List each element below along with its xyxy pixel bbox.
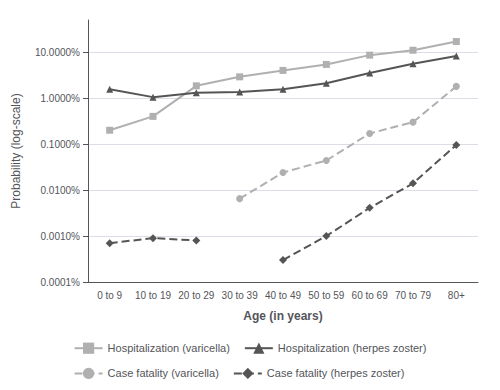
svg-text:20 to 29: 20 to 29 — [178, 290, 215, 301]
svg-text:30 to 39: 30 to 39 — [222, 290, 259, 301]
svg-text:Hospitalization (herpes zoster: Hospitalization (herpes zoster) — [278, 342, 427, 354]
svg-text:0.0010%: 0.0010% — [41, 231, 81, 242]
svg-text:1.0000%: 1.0000% — [41, 93, 81, 104]
svg-text:40 to 49: 40 to 49 — [265, 290, 302, 301]
svg-text:Hospitalization (varicella): Hospitalization (varicella) — [108, 342, 230, 354]
svg-text:Case fatality (herpes zoster): Case fatality (herpes zoster) — [267, 367, 405, 379]
svg-text:Age (in years): Age (in years) — [243, 309, 322, 323]
svg-text:Probability (log-scale): Probability (log-scale) — [9, 93, 23, 208]
svg-text:50 to 59: 50 to 59 — [308, 290, 345, 301]
svg-text:60 to 69: 60 to 69 — [352, 290, 389, 301]
svg-text:80+: 80+ — [448, 290, 465, 301]
svg-text:70 to 79: 70 to 79 — [395, 290, 432, 301]
svg-text:0.0100%: 0.0100% — [41, 185, 81, 196]
svg-text:Case fatality (varicella): Case fatality (varicella) — [108, 367, 219, 379]
svg-text:10 to 19: 10 to 19 — [135, 290, 172, 301]
svg-text:10.0000%: 10.0000% — [35, 47, 80, 58]
svg-text:0.0001%: 0.0001% — [41, 277, 81, 288]
svg-text:0.1000%: 0.1000% — [41, 139, 81, 150]
svg-text:0 to 9: 0 to 9 — [97, 290, 122, 301]
